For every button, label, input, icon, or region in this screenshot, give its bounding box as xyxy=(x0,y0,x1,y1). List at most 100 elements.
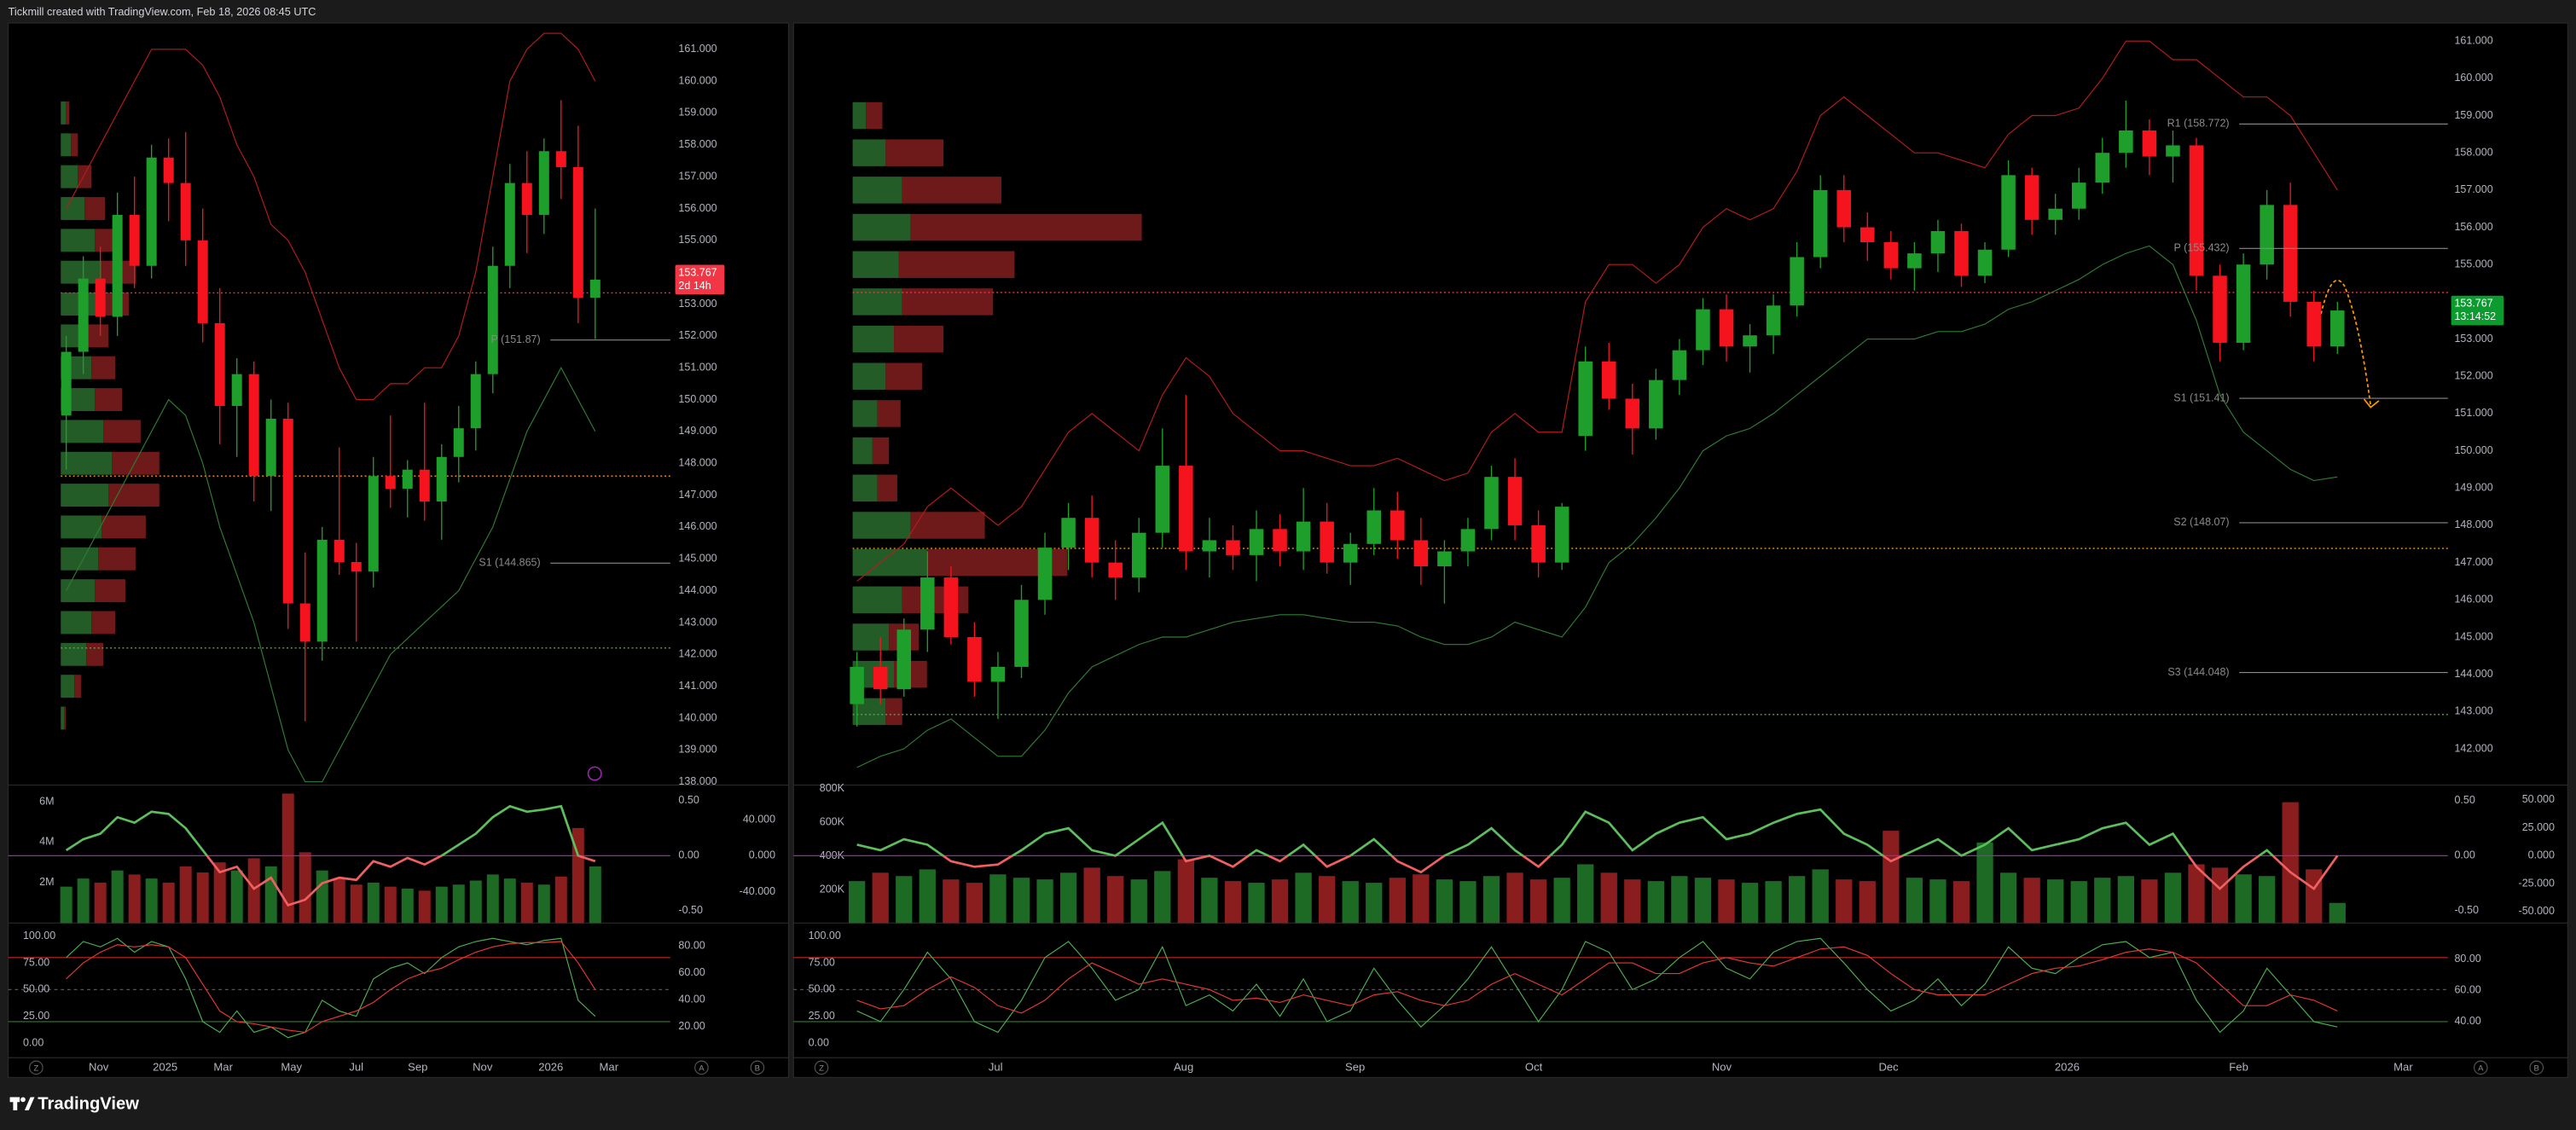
profile-bar-up xyxy=(61,675,75,698)
candle-body xyxy=(2119,130,2133,154)
candle-body xyxy=(555,151,566,167)
volume-bar xyxy=(1999,872,2017,924)
profile-bar-up xyxy=(61,611,92,635)
volume-bar xyxy=(350,884,363,924)
volume-bar xyxy=(435,886,448,924)
candle-body xyxy=(1672,350,1687,380)
y-tick-label: 141.000 xyxy=(678,680,717,692)
candle-body xyxy=(967,636,982,682)
candle-body xyxy=(2142,130,2157,157)
candle-body xyxy=(163,157,174,183)
candle-body xyxy=(419,469,430,502)
control-button[interactable] xyxy=(2529,1060,2544,1075)
profile-bar-up xyxy=(852,623,890,651)
y-tick-label: 149.000 xyxy=(678,425,717,437)
volume-bar xyxy=(896,876,913,924)
y-tick-label: 152.000 xyxy=(678,329,717,341)
candle-body xyxy=(1531,524,1546,563)
volume-bar xyxy=(264,866,277,924)
profile-bar-up xyxy=(61,197,85,220)
candle-body xyxy=(1578,361,1593,437)
profile-bar-down xyxy=(88,324,109,348)
control-button[interactable] xyxy=(29,1060,44,1075)
alert-icon[interactable] xyxy=(587,766,602,781)
x-tick-label: Oct xyxy=(1525,1060,1543,1073)
y-tick-label: 6M xyxy=(39,795,54,807)
volume-bar xyxy=(1671,876,1688,924)
profile-bar-up xyxy=(61,484,109,507)
volume-bar xyxy=(230,870,243,924)
candle-body xyxy=(1790,257,1804,306)
candle-body xyxy=(1343,543,1358,563)
x-tick-label: Sep xyxy=(408,1060,427,1073)
candle-body xyxy=(2236,264,2251,343)
y-tick-label: 150.000 xyxy=(678,393,717,405)
price-tag-value: 153.767 xyxy=(2454,298,2492,310)
profile-bar-down xyxy=(66,101,70,125)
y-tick-label: 147.000 xyxy=(678,489,717,501)
volume-bar xyxy=(1154,871,1171,924)
y-tick-label: 159.000 xyxy=(2454,109,2492,121)
y-tick-label: 40.00 xyxy=(678,994,705,1005)
volume-bar xyxy=(452,884,465,924)
volume-bar xyxy=(2141,879,2158,924)
candle-body xyxy=(146,157,157,266)
candle-body xyxy=(2095,153,2110,183)
candle-body xyxy=(95,278,106,317)
volume-bar xyxy=(1107,876,1124,924)
x-tick-label: Feb xyxy=(2229,1060,2248,1073)
profile-bar-down xyxy=(898,251,1015,278)
profile-bar-down xyxy=(95,579,125,603)
volume-bar xyxy=(128,874,141,924)
candle-body xyxy=(316,539,328,642)
control-label: Z xyxy=(33,1063,38,1073)
volume-bar xyxy=(1624,879,1641,924)
profile-bar-up xyxy=(852,177,902,204)
x-tick-label: Mar xyxy=(213,1060,233,1073)
pivot-label: S1 (144.865) xyxy=(479,557,540,569)
profile-bar-down xyxy=(885,139,944,166)
candle-body xyxy=(385,476,396,490)
volume-bar xyxy=(537,884,550,924)
y-tick-label: 0.000 xyxy=(749,849,775,861)
volume-bar xyxy=(1224,881,1242,924)
candle-body xyxy=(2189,145,2204,276)
volume-bar xyxy=(1177,859,1194,924)
y-tick-label: 160.000 xyxy=(2454,72,2492,84)
control-button[interactable] xyxy=(750,1060,765,1075)
control-button[interactable] xyxy=(2474,1060,2488,1075)
y-tick-label: 0.00 xyxy=(678,849,699,861)
x-tick-label: Mar xyxy=(600,1060,619,1073)
candle-body xyxy=(1366,510,1382,544)
stochastic-line xyxy=(856,937,2338,1034)
x-tick-label: Mar xyxy=(2393,1060,2413,1073)
volume-bar xyxy=(2047,879,2064,924)
y-tick-label: 0.000 xyxy=(2528,849,2555,861)
control-button[interactable] xyxy=(694,1060,709,1075)
y-tick-label: 142.000 xyxy=(2454,742,2492,754)
x-tick-label: May xyxy=(281,1060,302,1073)
volume-bar xyxy=(196,872,209,924)
candle-body xyxy=(2213,275,2227,343)
profile-bar-down xyxy=(910,213,1142,241)
volume-bar xyxy=(60,886,73,924)
y-tick-label: 151.000 xyxy=(678,362,717,374)
x-tick-label: 2025 xyxy=(153,1060,177,1073)
y-tick-label: 80.00 xyxy=(2454,953,2480,965)
profile-bar-down xyxy=(91,356,116,380)
candle-body xyxy=(231,374,242,407)
candle-body xyxy=(487,265,498,374)
candle-body xyxy=(1907,253,1922,269)
candle-body xyxy=(1108,562,1123,578)
profile-bar-up xyxy=(61,229,96,252)
y-tick-label: 25.000 xyxy=(2522,821,2555,833)
volume-bar xyxy=(1506,872,1523,924)
profile-bar-up xyxy=(852,474,878,502)
control-button[interactable] xyxy=(814,1060,829,1075)
candle-body xyxy=(538,151,549,215)
y-tick-label: -40.000 xyxy=(740,885,775,897)
candle-body xyxy=(1743,335,1757,347)
volume-bar xyxy=(2188,864,2205,924)
candle-body xyxy=(1813,189,1828,258)
y-tick-label: 0.00 xyxy=(23,1036,44,1048)
